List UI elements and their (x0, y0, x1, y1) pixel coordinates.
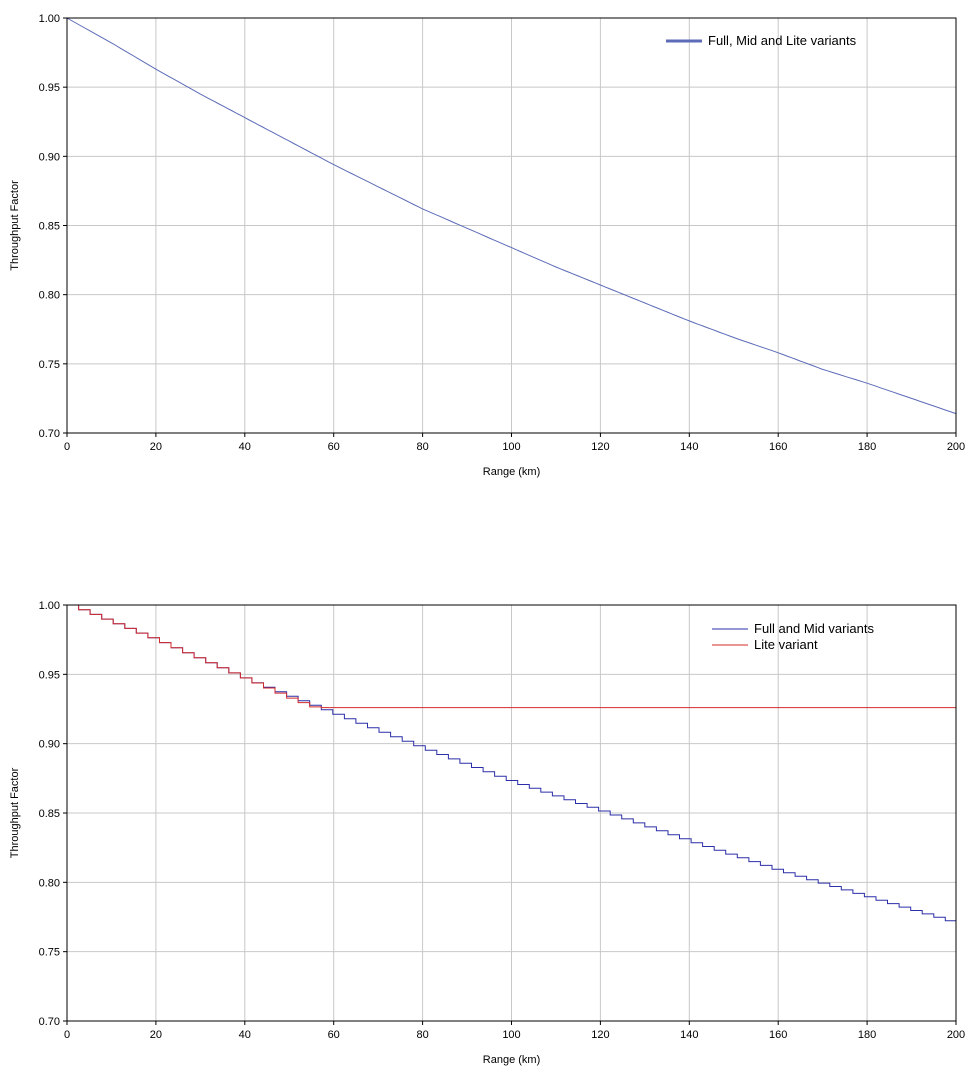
series-line-0 (66, 17, 957, 415)
legend-label-1: Lite variant (754, 637, 818, 652)
x-tick-label: 100 (502, 441, 520, 453)
x-tick-label: 60 (328, 1029, 340, 1041)
y-tick-label: 1.00 (39, 13, 60, 25)
y-tick-label: 0.75 (39, 359, 60, 371)
x-axis-label: Range (km) (483, 1054, 540, 1066)
x-tick-label: 140 (680, 441, 698, 453)
x-tick-label: 200 (947, 441, 965, 453)
x-tick-label: 200 (947, 1029, 965, 1041)
x-tick-label: 20 (150, 1029, 162, 1041)
x-axis-label: Range (km) (483, 466, 540, 478)
x-tick-label: 160 (769, 441, 787, 453)
x-tick-label: 100 (502, 1029, 520, 1041)
y-tick-label: 0.90 (39, 151, 60, 163)
x-tick-label: 120 (591, 1029, 609, 1041)
y-axis-label: Throughput Factor (9, 767, 21, 858)
x-tick-label: 180 (858, 1029, 876, 1041)
x-tick-label: 0 (64, 441, 70, 453)
y-tick-label: 0.95 (39, 82, 60, 94)
y-tick-label: 0.85 (39, 808, 60, 820)
y-tick-label: 0.70 (39, 428, 60, 440)
x-tick-label: 180 (858, 441, 876, 453)
x-tick-label: 40 (239, 1029, 251, 1041)
y-tick-label: 0.80 (39, 290, 60, 302)
x-tick-label: 80 (416, 1029, 428, 1041)
legend-label-0: Full, Mid and Lite variants (708, 33, 857, 48)
x-tick-label: 160 (769, 1029, 787, 1041)
y-tick-label: 0.95 (39, 669, 60, 681)
x-tick-label: 60 (328, 441, 340, 453)
x-tick-label: 120 (591, 441, 609, 453)
chart-throughput-full-mid-lite: 0 20 40 60 80 100 120 140 160 180 200 0.70 0.75 0.80 0… (0, 0, 976, 500)
y-tick-label: 0.75 (39, 947, 60, 959)
x-tick-label: 0 (64, 1029, 70, 1041)
legend-label-0: Full and Mid variants (754, 621, 874, 636)
chart-throughput-full-mid-vs-lite: 0 20 40 60 80 100 120 140 160 180 200 0.70 0.75 0.80 0… (0, 585, 976, 1080)
y-tick-label: 0.90 (39, 739, 60, 751)
x-tick-label: 20 (150, 441, 162, 453)
y-tick-label: 0.70 (39, 1016, 60, 1028)
x-tick-label: 40 (239, 441, 251, 453)
chart-svg: 0 20 40 60 80 100 120 140 160 180 200 0.70 0.75 0.80 0… (9, 13, 965, 478)
series-line-1 (67, 604, 956, 709)
y-axis-label: Throughput Factor (9, 180, 21, 271)
chart-svg: 0 20 40 60 80 100 120 140 160 180 200 0.70 0.75 0.80 0… (9, 600, 965, 1066)
y-tick-label: 0.80 (39, 877, 60, 889)
x-tick-label: 140 (680, 1029, 698, 1041)
x-tick-label: 80 (416, 441, 428, 453)
y-tick-label: 1.00 (39, 600, 60, 612)
y-tick-label: 0.85 (39, 221, 60, 233)
